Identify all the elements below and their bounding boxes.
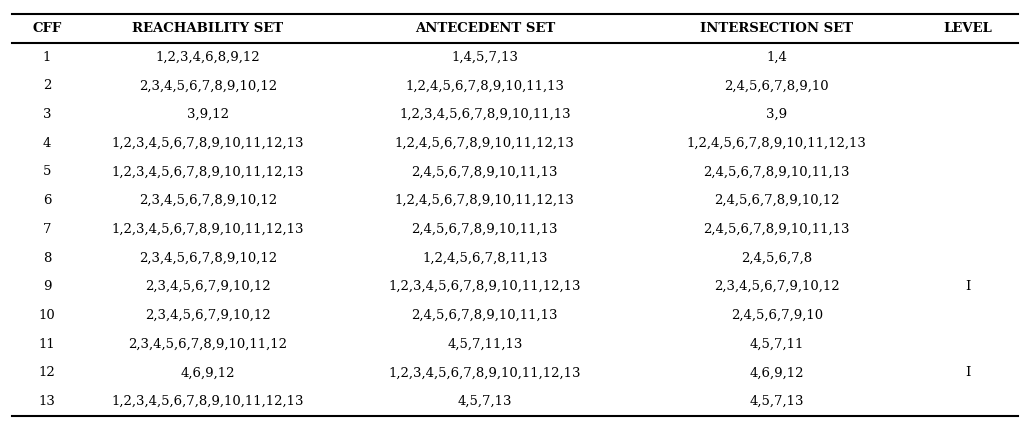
- Text: REACHABILITY SET: REACHABILITY SET: [133, 22, 283, 35]
- Text: 4,6,9,12: 4,6,9,12: [750, 366, 804, 379]
- Text: 3,9: 3,9: [766, 108, 787, 121]
- Text: 1,2,4,5,6,7,8,9,10,11,12,13: 1,2,4,5,6,7,8,9,10,11,12,13: [687, 137, 866, 150]
- Text: 2: 2: [42, 80, 52, 92]
- Text: 2,3,4,5,6,7,8,9,10,12: 2,3,4,5,6,7,8,9,10,12: [139, 252, 277, 264]
- Text: 1,4,5,7,13: 1,4,5,7,13: [451, 51, 518, 64]
- Text: 13: 13: [38, 395, 56, 408]
- Text: 4,5,7,13: 4,5,7,13: [457, 395, 512, 408]
- Text: 2,3,4,5,6,7,9,10,12: 2,3,4,5,6,7,9,10,12: [145, 309, 271, 322]
- Text: 7: 7: [42, 223, 52, 236]
- Text: CFF: CFF: [32, 22, 62, 35]
- Text: 2,4,5,6,7,9,10: 2,4,5,6,7,9,10: [730, 309, 823, 322]
- Text: 1,2,3,4,5,6,7,8,9,10,11,12,13: 1,2,3,4,5,6,7,8,9,10,11,12,13: [111, 137, 304, 150]
- Text: 2,4,5,6,7,8,9,10,11,13: 2,4,5,6,7,8,9,10,11,13: [412, 309, 558, 322]
- Text: 1,2,4,5,6,7,8,9,10,11,12,13: 1,2,4,5,6,7,8,9,10,11,12,13: [394, 137, 575, 150]
- Text: ANTECEDENT SET: ANTECEDENT SET: [415, 22, 555, 35]
- Text: 2,4,5,6,7,8,9,10,11,13: 2,4,5,6,7,8,9,10,11,13: [703, 223, 850, 236]
- Text: 2,4,5,6,7,8,9,10,11,13: 2,4,5,6,7,8,9,10,11,13: [703, 166, 850, 178]
- Text: 1,2,4,5,6,7,8,9,10,11,12,13: 1,2,4,5,6,7,8,9,10,11,12,13: [394, 194, 575, 207]
- Text: 2,4,5,6,7,8,9,10,11,13: 2,4,5,6,7,8,9,10,11,13: [412, 223, 558, 236]
- Text: 2,3,4,5,6,7,9,10,12: 2,3,4,5,6,7,9,10,12: [714, 280, 839, 293]
- Text: 1,2,3,4,5,6,7,8,9,10,11,12,13: 1,2,3,4,5,6,7,8,9,10,11,12,13: [111, 223, 304, 236]
- Text: 12: 12: [38, 366, 56, 379]
- Text: 2,4,5,6,7,8,9,10,11,13: 2,4,5,6,7,8,9,10,11,13: [412, 166, 558, 178]
- Text: 4,5,7,11,13: 4,5,7,11,13: [447, 338, 522, 350]
- Text: 2,4,5,6,7,8,9,10: 2,4,5,6,7,8,9,10: [724, 80, 829, 92]
- Text: 1,2,4,5,6,7,8,11,13: 1,2,4,5,6,7,8,11,13: [422, 252, 548, 264]
- Text: 1,2,3,4,5,6,7,8,9,10,11,12,13: 1,2,3,4,5,6,7,8,9,10,11,12,13: [111, 166, 304, 178]
- Text: 1: 1: [42, 51, 52, 64]
- Text: 4,6,9,12: 4,6,9,12: [180, 366, 235, 379]
- Text: I: I: [965, 280, 970, 293]
- Text: 9: 9: [42, 280, 52, 293]
- Text: 3,9,12: 3,9,12: [187, 108, 229, 121]
- Text: 2,3,4,5,6,7,9,10,12: 2,3,4,5,6,7,9,10,12: [145, 280, 271, 293]
- Text: 3: 3: [42, 108, 52, 121]
- Text: 1,2,3,4,5,6,7,8,9,10,11,13: 1,2,3,4,5,6,7,8,9,10,11,13: [399, 108, 571, 121]
- Text: 2,3,4,5,6,7,8,9,10,11,12: 2,3,4,5,6,7,8,9,10,11,12: [129, 338, 287, 350]
- Text: 1,2,4,5,6,7,8,9,10,11,13: 1,2,4,5,6,7,8,9,10,11,13: [405, 80, 564, 92]
- Text: I: I: [965, 366, 970, 379]
- Text: 1,2,3,4,6,8,9,12: 1,2,3,4,6,8,9,12: [156, 51, 261, 64]
- Text: 4,5,7,13: 4,5,7,13: [750, 395, 804, 408]
- Text: 1,2,3,4,5,6,7,8,9,10,11,12,13: 1,2,3,4,5,6,7,8,9,10,11,12,13: [111, 395, 304, 408]
- Text: 1,2,3,4,5,6,7,8,9,10,11,12,13: 1,2,3,4,5,6,7,8,9,10,11,12,13: [388, 280, 581, 293]
- Text: 6: 6: [42, 194, 52, 207]
- Text: LEVEL: LEVEL: [943, 22, 992, 35]
- Text: 2,3,4,5,6,7,8,9,10,12: 2,3,4,5,6,7,8,9,10,12: [139, 194, 277, 207]
- Text: 2,4,5,6,7,8: 2,4,5,6,7,8: [742, 252, 813, 264]
- Text: 5: 5: [42, 166, 52, 178]
- Text: INTERSECTION SET: INTERSECTION SET: [700, 22, 853, 35]
- Text: 2,4,5,6,7,8,9,10,12: 2,4,5,6,7,8,9,10,12: [714, 194, 839, 207]
- Text: 8: 8: [42, 252, 52, 264]
- Text: 2,3,4,5,6,7,8,9,10,12: 2,3,4,5,6,7,8,9,10,12: [139, 80, 277, 92]
- Text: 1,2,3,4,5,6,7,8,9,10,11,12,13: 1,2,3,4,5,6,7,8,9,10,11,12,13: [388, 366, 581, 379]
- Text: 11: 11: [38, 338, 56, 350]
- Text: 4,5,7,11: 4,5,7,11: [750, 338, 804, 350]
- Text: 10: 10: [38, 309, 56, 322]
- Text: 4: 4: [42, 137, 52, 150]
- Text: 1,4: 1,4: [766, 51, 787, 64]
